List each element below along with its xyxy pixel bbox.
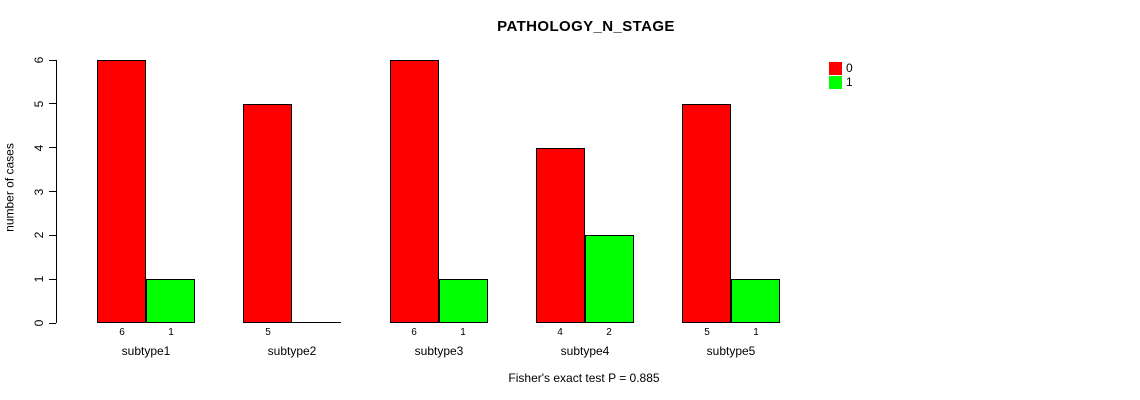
bar-subtype5-series-1 bbox=[731, 279, 780, 323]
bar-subtype3-series-0 bbox=[390, 60, 439, 323]
x-category-label-subtype4: subtype4 bbox=[560, 344, 610, 358]
x-category-label-subtype1: subtype1 bbox=[121, 344, 171, 358]
y-tick bbox=[49, 279, 56, 280]
bar-value-label: 5 bbox=[704, 327, 710, 338]
y-tick bbox=[49, 60, 56, 61]
legend-swatch-0 bbox=[829, 62, 842, 75]
bar-value-label: 6 bbox=[411, 327, 417, 338]
bar-value-label: 4 bbox=[557, 327, 563, 338]
bar-value-label: 1 bbox=[168, 327, 174, 338]
legend-swatch-1 bbox=[829, 76, 842, 89]
chart-title: PATHOLOGY_N_STAGE bbox=[497, 18, 675, 35]
bar-subtype1-series-1 bbox=[146, 279, 195, 323]
x-category-label-subtype3: subtype3 bbox=[414, 344, 464, 358]
fisher-test-annotation: Fisher's exact test P = 0.885 bbox=[508, 371, 660, 385]
y-tick-label: 4 bbox=[32, 144, 46, 152]
y-tick-label: 6 bbox=[32, 56, 46, 64]
y-axis-line bbox=[56, 60, 57, 323]
bar-subtype4-series-1 bbox=[585, 235, 634, 323]
bar-value-label: 6 bbox=[119, 327, 125, 338]
y-tick bbox=[49, 103, 56, 104]
bar-value-label: 2 bbox=[606, 327, 612, 338]
y-tick bbox=[49, 235, 56, 236]
bar-value-label: 5 bbox=[265, 327, 271, 338]
x-category-label-subtype2: subtype2 bbox=[267, 344, 317, 358]
y-tick-label: 2 bbox=[32, 231, 46, 239]
bar-value-label: 1 bbox=[460, 327, 466, 338]
y-tick-label: 0 bbox=[32, 319, 46, 327]
bar-value-label: 1 bbox=[753, 327, 759, 338]
y-tick bbox=[49, 323, 56, 324]
legend-label-1: 1 bbox=[846, 75, 853, 89]
x-category-label-subtype5: subtype5 bbox=[706, 344, 756, 358]
bar-subtype1-series-0 bbox=[97, 60, 146, 323]
bar-subtype3-series-1 bbox=[439, 279, 488, 323]
y-tick-label: 3 bbox=[32, 188, 46, 196]
y-axis-label: number of cases bbox=[2, 143, 17, 232]
y-tick bbox=[49, 147, 56, 148]
bar-subtype2-series-1-zero bbox=[292, 322, 341, 323]
y-tick bbox=[49, 191, 56, 192]
y-tick-label: 1 bbox=[32, 275, 46, 283]
legend-label-0: 0 bbox=[846, 61, 853, 75]
bar-subtype2-series-0 bbox=[243, 104, 292, 323]
bar-subtype5-series-0 bbox=[682, 104, 731, 323]
y-tick-label: 5 bbox=[32, 100, 46, 108]
bar-subtype4-series-0 bbox=[536, 148, 585, 323]
